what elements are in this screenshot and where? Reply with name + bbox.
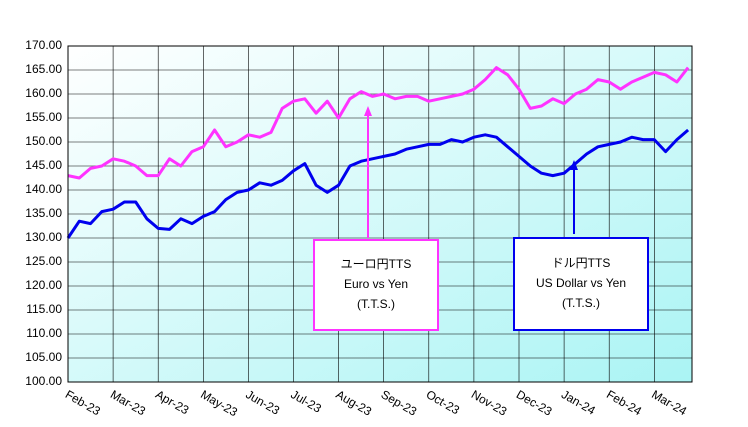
x-tick-label: Mar-23 (108, 387, 148, 418)
x-tick-label: Feb-23 (63, 387, 103, 418)
y-tick-label: 115.00 (26, 302, 62, 316)
series-line (66, 128, 690, 239)
arrow-head (570, 160, 578, 170)
y-tick-label: 140.00 (25, 182, 62, 196)
x-tick-label: Dec-23 (514, 387, 555, 419)
x-tick-label: Jan-24 (559, 387, 598, 418)
plot-border (67, 45, 693, 383)
arrow-head (364, 106, 372, 116)
series-line (67, 66, 690, 180)
y-tick-label: 150.00 (25, 134, 62, 148)
x-tick-label: Nov-23 (469, 387, 510, 419)
y-tick-label: 105.00 (25, 350, 62, 364)
y-tick-label: 170.00 (25, 38, 62, 52)
y-tick-label: 135.00 (25, 206, 62, 220)
x-tick-label: Aug-23 (334, 387, 375, 419)
x-tick-label: Oct-23 (424, 387, 462, 417)
legend-label: US Dollar vs Yen (536, 276, 626, 290)
x-tick-label: Feb-24 (604, 387, 644, 418)
annotation-note: (T.T.S.) (562, 296, 600, 310)
legend-label: Euro vs Yen (344, 277, 408, 291)
x-tick-label: Apr-23 (153, 387, 191, 417)
y-tick-label: 120.00 (25, 278, 62, 292)
y-tick-label: 160.00 (25, 86, 62, 100)
x-tick-label: May-23 (198, 387, 240, 419)
x-tick-label: Jun-23 (243, 387, 282, 418)
annotation-box (513, 237, 649, 331)
y-tick-label: 155.00 (25, 110, 62, 124)
annotation-title: ユーロ円TTS (341, 257, 412, 271)
y-tick-label: 110.00 (26, 326, 62, 340)
y-tick-label: 145.00 (25, 158, 62, 172)
x-tick-label: Jul-23 (288, 387, 324, 416)
y-tick-label: 100.00 (25, 374, 62, 388)
y-tick-label: 125.00 (25, 254, 62, 268)
x-tick-label: Sep-23 (379, 387, 420, 419)
annotation-title: ドル円TTS (552, 256, 611, 270)
x-tick-label: Mar-24 (649, 387, 689, 418)
annotation-note: (T.T.S.) (357, 297, 395, 311)
y-tick-label: 130.00 (25, 230, 62, 244)
y-tick-label: 165.00 (25, 62, 62, 76)
annotation-box (313, 239, 439, 331)
